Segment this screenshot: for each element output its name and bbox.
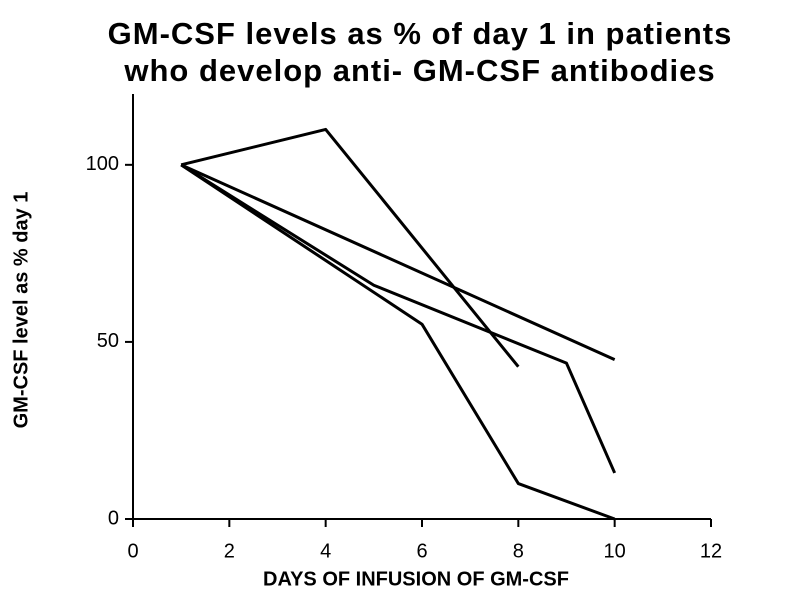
chart-title: who develop anti- GM-CSF antibodies <box>123 53 715 88</box>
line <box>180 163 616 521</box>
x-tick-label: 2 <box>224 540 235 562</box>
x-tick-label: 10 <box>604 540 626 562</box>
x-tick-label: 4 <box>320 540 331 562</box>
y-tick-label: 0 <box>108 507 119 529</box>
chart-title: GM-CSF levels as % of day 1 in patients <box>108 16 733 51</box>
x-tick-label: 0 <box>127 540 138 562</box>
line <box>180 163 617 474</box>
y-axis-label: GM-CSF level as % day 1 <box>10 192 32 429</box>
x-tick-label: 12 <box>700 540 722 562</box>
y-tick-label: 50 <box>97 330 119 352</box>
line <box>180 163 616 361</box>
x-axis-label: DAYS OF INFUSION OF GM-CSF <box>263 568 569 590</box>
x-tick-label: 6 <box>416 540 427 562</box>
y-tick-label: 100 <box>86 153 119 175</box>
line <box>180 127 520 368</box>
x-tick-label: 8 <box>513 540 524 562</box>
